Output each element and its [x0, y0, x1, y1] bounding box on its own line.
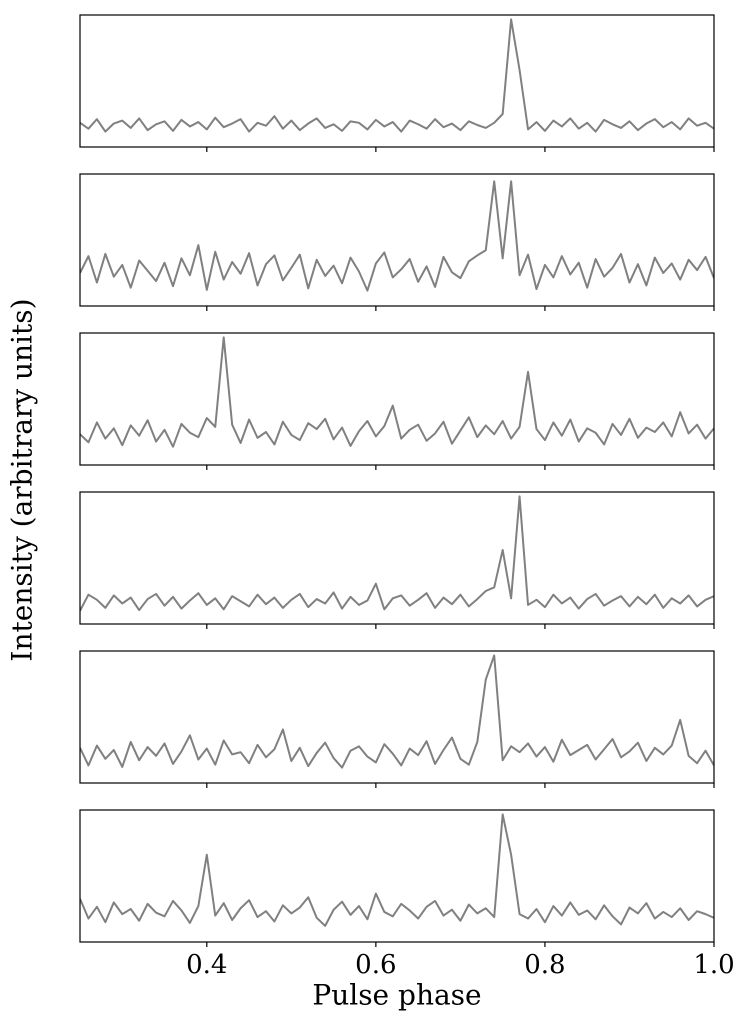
panel-frame	[79, 491, 715, 625]
series-line	[80, 813, 714, 927]
series-line	[80, 495, 714, 612]
panel-frame	[79, 173, 715, 307]
panel-frame	[79, 650, 715, 784]
panel-frame	[79, 809, 715, 943]
series-line	[80, 180, 714, 292]
x-tick-label: 0.8	[524, 950, 565, 980]
panel-frame	[79, 332, 715, 466]
series-line	[80, 336, 714, 448]
series-line	[80, 18, 714, 133]
y-axis-label: Intensity (arbitrary units)	[6, 298, 39, 661]
x-tick-label: 1.0	[693, 950, 734, 980]
x-axis-label: Pulse phase	[312, 979, 481, 1012]
panel-frame	[79, 14, 715, 148]
x-tick-label: 0.6	[355, 950, 396, 980]
series-line	[80, 654, 714, 769]
x-tick-label: 0.4	[186, 950, 227, 980]
